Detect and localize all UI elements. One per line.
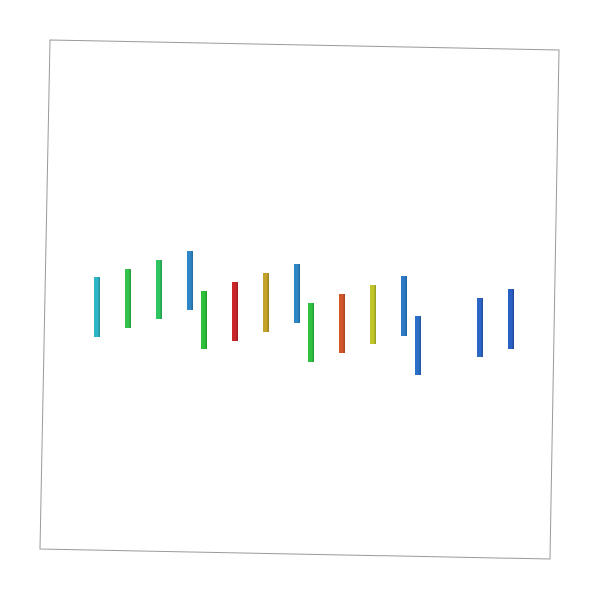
- bar-shade: [191, 251, 193, 310]
- vertical-bar: [263, 273, 269, 332]
- bar-shade: [205, 291, 207, 349]
- vertical-bar: [308, 303, 314, 362]
- vertical-bar: [125, 269, 131, 328]
- vertical-bar: [294, 264, 300, 323]
- bar-shade: [343, 294, 345, 353]
- bar-shade: [481, 298, 483, 357]
- bar-shade: [312, 303, 314, 362]
- vertical-bar: [156, 260, 162, 319]
- vertical-bar: [232, 282, 238, 341]
- bar-shade: [98, 277, 100, 337]
- plot-frame: [39, 39, 560, 560]
- bar-group: [94, 251, 514, 375]
- vertical-bar: [201, 291, 207, 349]
- bar-shade: [419, 316, 421, 375]
- vertical-bar: [370, 285, 376, 344]
- bar-shade: [298, 264, 300, 323]
- vertical-bar: [94, 277, 100, 337]
- bar-shade: [512, 289, 514, 349]
- vertical-bar: [508, 289, 514, 349]
- vertical-bar: [477, 298, 483, 357]
- bar-shade: [129, 269, 131, 328]
- bar-shade: [405, 276, 407, 336]
- vertical-bar: [415, 316, 421, 375]
- vertical-bar: [401, 276, 407, 336]
- vertical-bar: [339, 294, 345, 353]
- bar-shade: [236, 282, 238, 341]
- bar-shade: [160, 260, 162, 319]
- bar-shade: [374, 285, 376, 344]
- vertical-bar: [187, 251, 193, 310]
- bar-shade: [267, 273, 269, 332]
